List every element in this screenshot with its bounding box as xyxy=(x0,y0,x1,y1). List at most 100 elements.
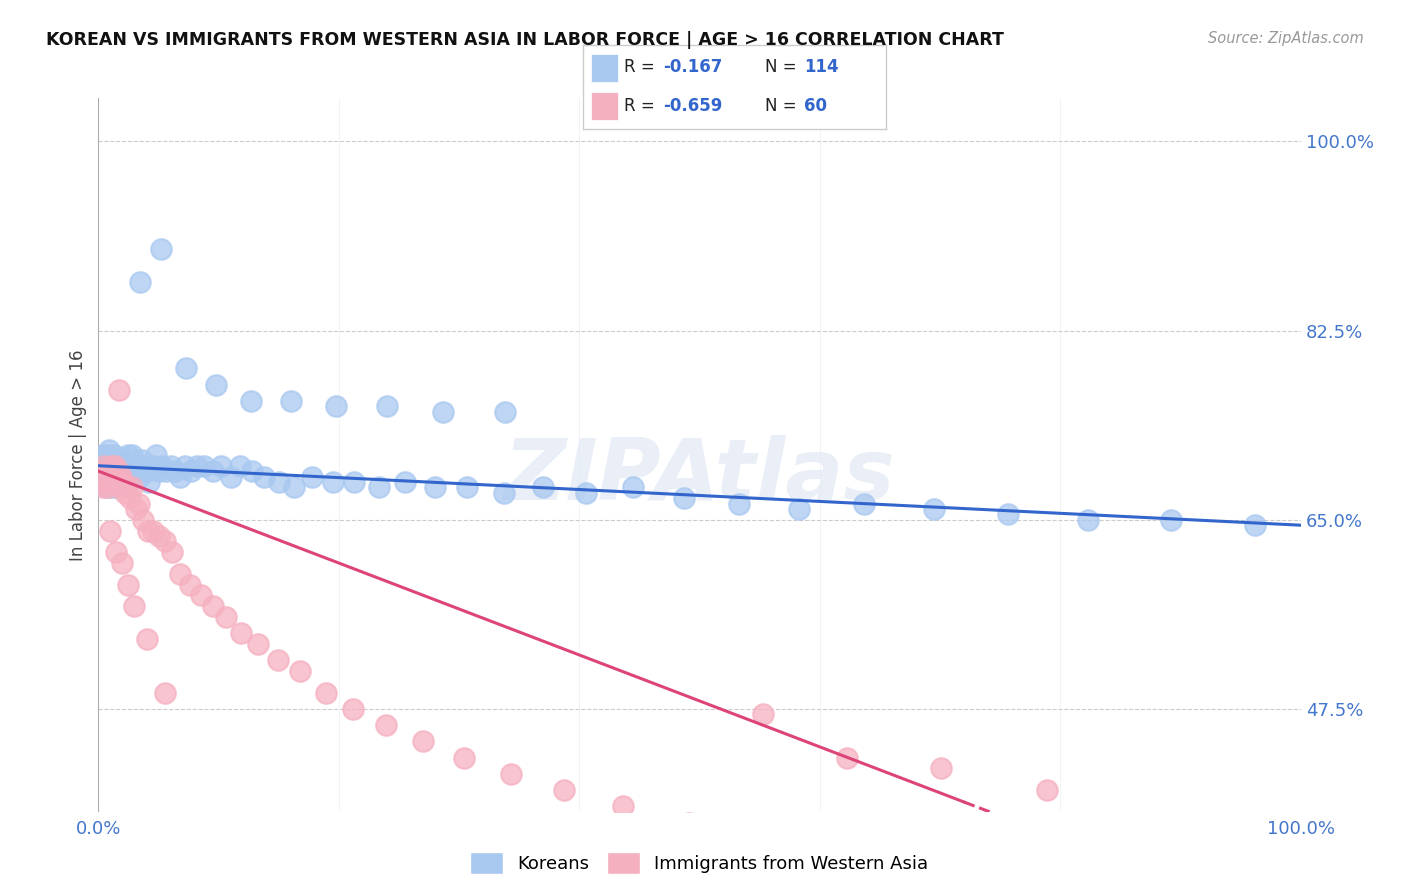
Point xyxy=(138,475,160,489)
Point xyxy=(110,469,132,483)
Point xyxy=(209,458,232,473)
Text: 114: 114 xyxy=(804,59,839,77)
Point xyxy=(141,524,163,538)
Point xyxy=(105,469,128,483)
Point xyxy=(621,480,644,494)
Point xyxy=(111,556,134,570)
Point xyxy=(125,502,148,516)
Point xyxy=(837,750,859,764)
Point xyxy=(90,464,112,478)
Point xyxy=(100,458,122,473)
Text: N =: N = xyxy=(765,59,801,77)
Point xyxy=(240,464,263,478)
Point xyxy=(100,480,122,494)
Point xyxy=(91,469,114,483)
Point xyxy=(169,469,191,483)
Point xyxy=(107,458,129,473)
Point xyxy=(132,458,155,473)
Point xyxy=(135,464,157,478)
Point xyxy=(101,469,124,483)
Point xyxy=(531,480,554,494)
Point xyxy=(101,475,124,489)
Point xyxy=(253,469,276,483)
Point xyxy=(111,458,134,473)
Point xyxy=(922,502,945,516)
Point xyxy=(672,491,695,505)
Point xyxy=(423,480,446,494)
Point xyxy=(201,464,224,478)
Point xyxy=(105,453,128,467)
Point xyxy=(193,458,215,473)
Point xyxy=(91,464,114,478)
Point xyxy=(107,475,129,489)
Point xyxy=(114,469,136,483)
Point xyxy=(160,545,183,559)
Point xyxy=(97,475,120,489)
Point xyxy=(247,637,270,651)
Text: R =: R = xyxy=(624,59,661,77)
Point xyxy=(453,750,475,764)
Point xyxy=(132,513,155,527)
Point xyxy=(128,497,150,511)
Point xyxy=(266,653,288,667)
Point xyxy=(219,469,242,483)
Point xyxy=(100,458,122,473)
Point xyxy=(105,545,128,559)
Point xyxy=(100,453,122,467)
Point xyxy=(96,464,118,478)
Point xyxy=(108,480,131,494)
Point xyxy=(728,497,751,511)
Point xyxy=(678,815,700,830)
Point xyxy=(1077,513,1099,527)
Point xyxy=(96,448,118,462)
Point xyxy=(101,458,124,473)
Point xyxy=(325,399,347,413)
Text: ZIPAtlas: ZIPAtlas xyxy=(503,434,896,518)
FancyBboxPatch shape xyxy=(591,54,619,82)
Point xyxy=(94,458,117,473)
Point xyxy=(174,361,197,376)
Point xyxy=(553,783,575,797)
Point xyxy=(201,599,224,614)
Point xyxy=(98,442,121,457)
Point xyxy=(90,475,112,489)
Text: R =: R = xyxy=(624,96,661,114)
Point xyxy=(91,458,114,473)
Point xyxy=(150,458,173,473)
Point xyxy=(100,464,122,478)
Point xyxy=(93,475,115,489)
Point xyxy=(117,448,139,462)
Point xyxy=(190,589,212,603)
Point xyxy=(98,464,121,478)
Point xyxy=(456,480,478,494)
Point xyxy=(131,453,153,467)
Point xyxy=(180,464,202,478)
Text: KOREAN VS IMMIGRANTS FROM WESTERN ASIA IN LABOR FORCE | AGE > 16 CORRELATION CHA: KOREAN VS IMMIGRANTS FROM WESTERN ASIA I… xyxy=(46,31,1004,49)
Point xyxy=(575,485,598,500)
Point xyxy=(494,405,516,419)
Point xyxy=(98,469,121,483)
Point xyxy=(412,734,434,748)
Point xyxy=(149,243,172,257)
Point xyxy=(120,458,142,473)
Y-axis label: In Labor Force | Age > 16: In Labor Force | Age > 16 xyxy=(69,349,87,561)
Point xyxy=(105,464,128,478)
Point xyxy=(103,475,125,489)
Point xyxy=(108,383,131,397)
Point xyxy=(153,534,176,549)
Point xyxy=(96,464,118,478)
Point xyxy=(283,480,305,494)
Point xyxy=(108,453,131,467)
Point xyxy=(104,458,127,473)
Point xyxy=(125,458,148,473)
Point xyxy=(186,458,208,473)
Point xyxy=(94,480,117,494)
Point xyxy=(103,469,125,483)
Point xyxy=(1244,518,1267,533)
Point xyxy=(103,448,125,462)
Point xyxy=(155,464,177,478)
Point xyxy=(159,458,181,473)
Point xyxy=(100,475,122,489)
Point xyxy=(1160,513,1182,527)
Point xyxy=(97,458,120,473)
